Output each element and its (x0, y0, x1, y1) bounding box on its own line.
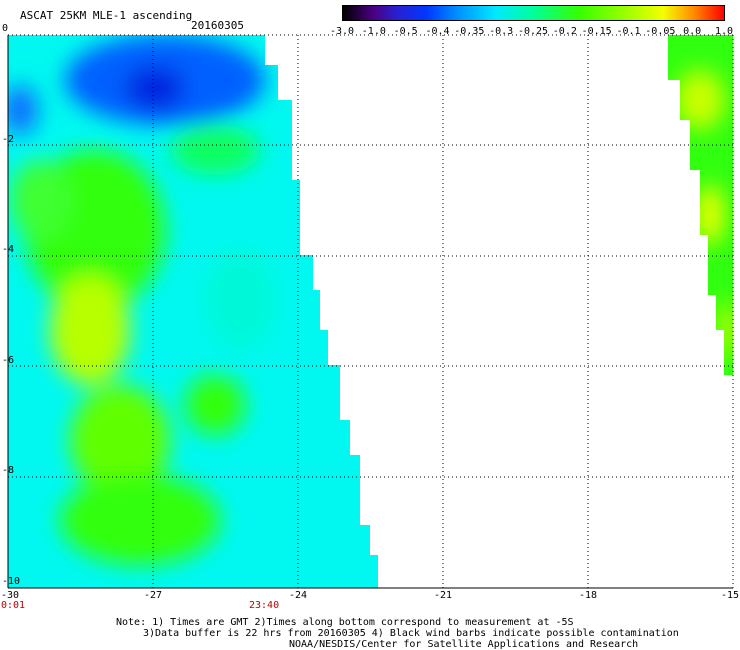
color-scale-label: -0.15 (581, 26, 612, 37)
color-scale-label: -0.4 (425, 26, 450, 37)
latitude-tick-label: -4 (2, 244, 15, 256)
color-scale-label: -0.25 (517, 26, 549, 37)
longitude-tick-label: -27 (144, 590, 163, 601)
color-scale-label: 1.0 (714, 26, 734, 37)
color-scale-label: -0.3 (489, 26, 514, 37)
map-title: ASCAT 25KM MLE-1 ascending (20, 9, 193, 22)
swath-west (8, 35, 378, 588)
color-scale-label: -0.5 (393, 26, 418, 37)
time-start-label: 0:01 (1, 600, 26, 611)
color-scale-bar (342, 5, 725, 21)
color-scale-label: -0.2 (552, 26, 577, 37)
color-scale-label: -1.0 (361, 26, 386, 37)
longitude-tick-label: -30 (1, 590, 20, 601)
longitude-tick-label: -21 (434, 590, 453, 601)
note-line-2: 3)Data buffer is 22 hrs from 20160305 4)… (143, 628, 679, 639)
latitude-tick-label: -6 (2, 354, 15, 366)
color-scale-label: -0.35 (454, 26, 485, 37)
longitude-tick-label: -15 (721, 590, 740, 601)
longitude-tick-label: -24 (289, 590, 308, 601)
color-scale-label: -3.0 (329, 26, 355, 37)
latitude-tick-label: -2 (2, 133, 15, 145)
latitude-tick-label: 0 (2, 23, 9, 34)
longitude-tick-label: -18 (579, 590, 598, 601)
latitude-tick-label: -8 (2, 465, 15, 477)
map-date: 20160305 (191, 19, 244, 32)
latitude-tick-label: -10 (2, 576, 21, 587)
grid-lines (8, 34, 734, 588)
swath-east (668, 35, 733, 375)
color-scale-label: -0.1 (616, 26, 641, 37)
time-end-label: 23:40 (249, 600, 280, 611)
color-scale-label: 0.0 (683, 26, 702, 37)
note-line-3: NOAA/NESDIS/Center for Satellite Applica… (289, 639, 639, 650)
color-scale-label: -0.05 (645, 26, 676, 37)
note-line-1: Note: 1) Times are GMT 2)Times along bot… (116, 617, 574, 628)
